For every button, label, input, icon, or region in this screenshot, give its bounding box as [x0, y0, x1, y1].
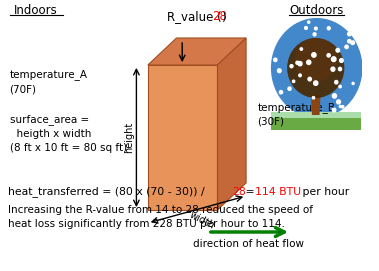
- Circle shape: [335, 80, 338, 84]
- Circle shape: [299, 74, 301, 77]
- Circle shape: [314, 81, 318, 85]
- Circle shape: [308, 77, 312, 81]
- Circle shape: [352, 105, 356, 109]
- Ellipse shape: [271, 18, 362, 118]
- Circle shape: [288, 87, 291, 90]
- Circle shape: [336, 49, 340, 52]
- Circle shape: [352, 82, 354, 85]
- Text: temperature_B: temperature_B: [258, 102, 335, 114]
- Circle shape: [312, 53, 316, 57]
- Circle shape: [332, 94, 337, 98]
- Circle shape: [312, 96, 315, 99]
- Text: 28: 28: [232, 187, 246, 197]
- Circle shape: [338, 67, 341, 71]
- Circle shape: [345, 45, 348, 49]
- Text: Indoors: Indoors: [14, 4, 58, 17]
- Circle shape: [307, 60, 311, 64]
- Text: (70F): (70F): [9, 84, 36, 94]
- Polygon shape: [218, 38, 246, 210]
- Polygon shape: [271, 112, 360, 130]
- Text: R_value (: R_value (: [167, 11, 222, 24]
- Circle shape: [327, 27, 330, 30]
- Circle shape: [348, 40, 351, 43]
- Circle shape: [308, 21, 310, 23]
- Text: width: width: [188, 209, 216, 231]
- Circle shape: [331, 67, 335, 71]
- Text: Outdoors: Outdoors: [290, 4, 344, 17]
- Text: ): ): [221, 11, 226, 24]
- Circle shape: [332, 57, 336, 62]
- Text: 114 BTU: 114 BTU: [255, 187, 301, 197]
- Circle shape: [279, 91, 283, 94]
- Circle shape: [295, 38, 337, 82]
- Text: Increasing the R-value from 14 to 28 reduced the speed of: Increasing the R-value from 14 to 28 red…: [8, 205, 313, 215]
- Text: =: =: [242, 187, 258, 197]
- Circle shape: [340, 59, 343, 62]
- Text: temperature_A: temperature_A: [9, 70, 88, 80]
- Text: 28: 28: [212, 11, 227, 24]
- Circle shape: [305, 27, 307, 29]
- Circle shape: [300, 48, 302, 50]
- Text: direction of heat flow: direction of heat flow: [193, 239, 304, 249]
- Circle shape: [339, 105, 341, 108]
- Text: heigth x width: heigth x width: [9, 129, 91, 139]
- Circle shape: [298, 62, 302, 66]
- Circle shape: [277, 69, 281, 73]
- Circle shape: [315, 27, 317, 30]
- Circle shape: [274, 58, 277, 62]
- Circle shape: [313, 33, 316, 36]
- Circle shape: [287, 38, 345, 98]
- Text: per hour: per hour: [299, 187, 349, 197]
- Circle shape: [349, 22, 353, 26]
- Text: (8 ft x 10 ft = 80 sq ft): (8 ft x 10 ft = 80 sq ft): [9, 143, 127, 153]
- Circle shape: [337, 100, 340, 104]
- Polygon shape: [271, 112, 360, 118]
- Circle shape: [341, 106, 344, 108]
- Text: height: height: [124, 121, 134, 153]
- Circle shape: [293, 80, 295, 83]
- Circle shape: [290, 64, 293, 68]
- Text: heat loss significantly from 228 BTU per hour to 114.: heat loss significantly from 228 BTU per…: [8, 219, 285, 229]
- Circle shape: [296, 61, 299, 64]
- Circle shape: [348, 32, 351, 36]
- Circle shape: [351, 41, 354, 44]
- Circle shape: [327, 54, 330, 57]
- Text: surface_area =: surface_area =: [9, 115, 89, 125]
- Polygon shape: [148, 65, 218, 210]
- Text: (30F): (30F): [258, 117, 285, 127]
- Text: heat_transferred = (80 x (70 - 30)) /: heat_transferred = (80 x (70 - 30)) /: [8, 186, 208, 198]
- Circle shape: [339, 85, 341, 88]
- Circle shape: [332, 108, 336, 112]
- Polygon shape: [148, 38, 246, 65]
- Polygon shape: [311, 95, 321, 115]
